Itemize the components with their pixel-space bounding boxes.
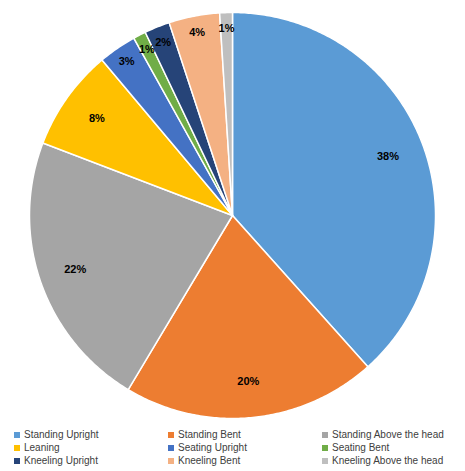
svg-text:22%: 22% [64, 263, 86, 275]
svg-text:1%: 1% [219, 22, 235, 34]
svg-text:4%: 4% [189, 26, 205, 38]
svg-text:1%: 1% [139, 43, 155, 55]
html-text:Kneeling Upright: Kneeling Upright [24, 455, 98, 466]
html-text:Seating Upright: Seating Upright [178, 442, 247, 453]
html-text:Standing Above the head: Standing Above the head [332, 429, 444, 440]
html-text:Kneeling Bent: Kneeling Bent [178, 455, 241, 466]
svg-text:38%: 38% [377, 150, 399, 162]
svg-text:3%: 3% [119, 55, 135, 67]
html-text:Standing Bent: Standing Bent [178, 429, 241, 440]
svg-text:8%: 8% [89, 112, 105, 124]
html-text:Leaning: Leaning [24, 442, 60, 453]
html-text:Kneeling Above the head: Kneeling Above the head [332, 455, 444, 466]
html-text:Standing Upright: Standing Upright [24, 429, 99, 440]
svg-text:2%: 2% [155, 36, 171, 48]
svg-text:20%: 20% [237, 375, 259, 387]
html-text:Seating Bent: Seating Bent [332, 442, 390, 453]
